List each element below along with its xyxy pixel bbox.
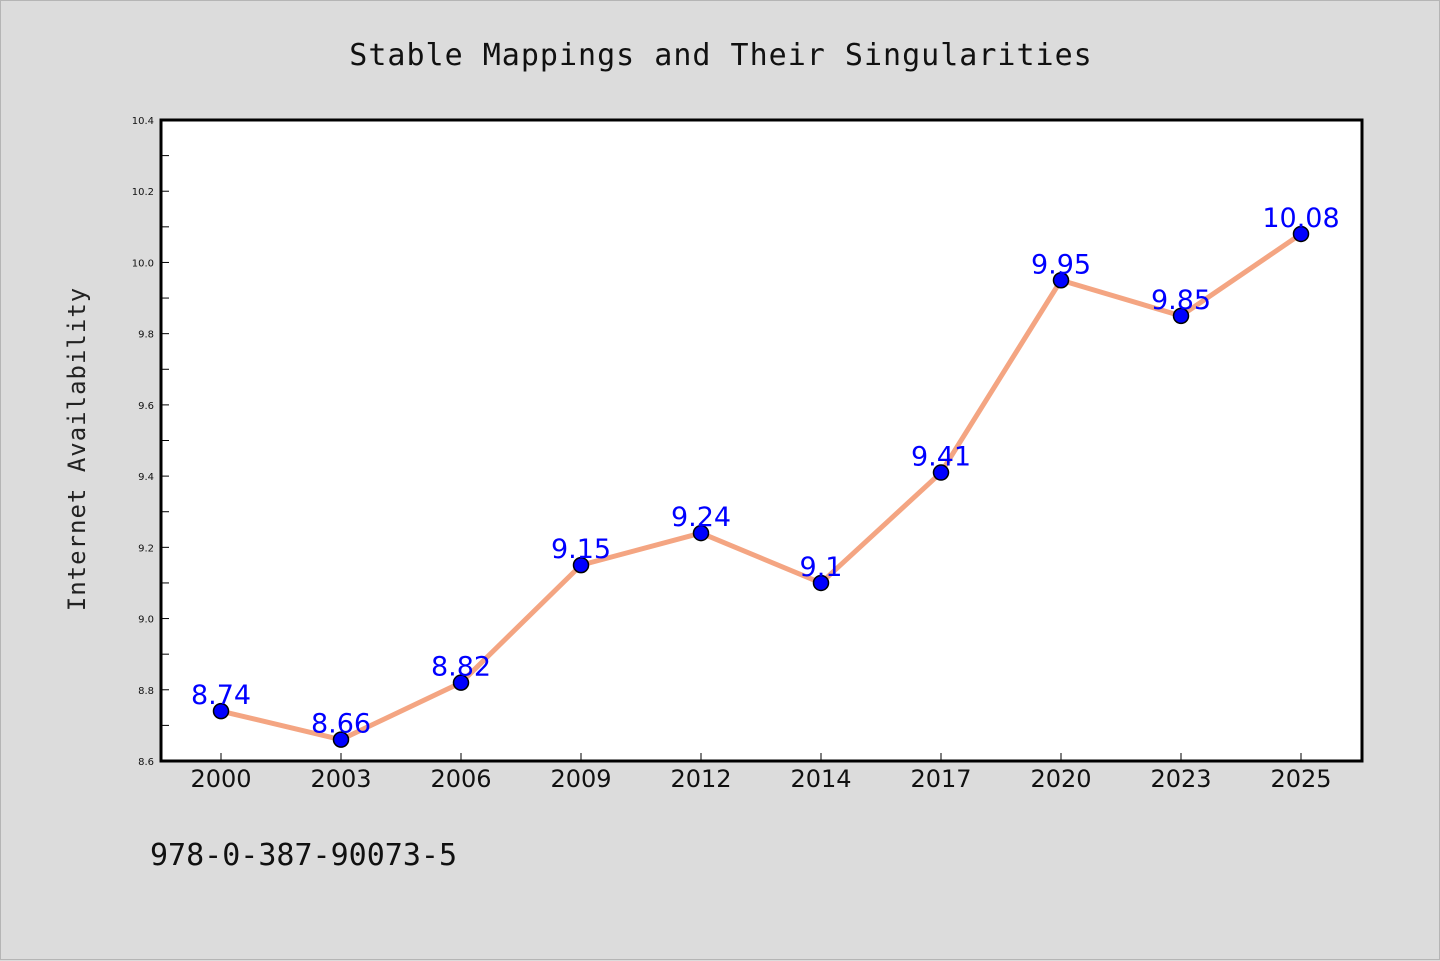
data-label: 9.41 — [911, 442, 971, 473]
x-tick-label: 2017 — [910, 765, 971, 793]
x-tick-label: 2020 — [1030, 765, 1091, 793]
y-tick-label: 9.6 — [138, 401, 154, 412]
x-tick-label: 2003 — [310, 765, 371, 793]
data-label: 9.1 — [800, 552, 843, 583]
y-tick-label: 9.2 — [138, 543, 154, 554]
data-label: 10.08 — [1262, 203, 1339, 234]
data-point — [1292, 225, 1310, 243]
y-tick-label: 8.8 — [138, 686, 154, 697]
y-tick-label: 9.0 — [138, 615, 154, 626]
series-line — [218, 231, 1304, 743]
y-tick-label: 9.8 — [138, 330, 154, 341]
data-label: 8.66 — [311, 709, 371, 740]
data-point — [1172, 307, 1190, 325]
data-point — [692, 524, 710, 542]
y-axis: 8.6 8.8 9.0 9.2 9.4 9.6 9.8 10.0 10.2 10.4 — [132, 116, 169, 768]
y-tick-label: 10.0 — [132, 258, 154, 269]
series-layer: 8.74 8.66 8.82 9.15 9.24 9.1 9.41 9.95 9.85 10.08 — [191, 203, 1340, 748]
x-tick-label: 2000 — [190, 765, 251, 793]
data-label: 9.24 — [671, 502, 731, 533]
data-label: 9.85 — [1151, 285, 1211, 316]
x-tick-label: 2023 — [1150, 765, 1211, 793]
plot-area — [159, 118, 1364, 763]
y-tick-label: 10.2 — [132, 187, 154, 198]
x-axis: 2000 2003 2006 2009 2012 2014 2017 2020 2023 2025 — [190, 753, 1332, 793]
data-point — [1052, 272, 1070, 289]
x-tick-label: 2009 — [550, 765, 611, 793]
x-tick-label: 2014 — [790, 765, 851, 793]
data-point — [332, 731, 350, 748]
y-tick-label: 8.6 — [138, 757, 154, 768]
data-point — [572, 556, 590, 574]
data-point — [212, 702, 230, 720]
data-label: 8.82 — [431, 652, 491, 683]
data-point — [452, 674, 470, 691]
isbn-annotation: 978-0-387-90073-5 — [150, 838, 457, 873]
data-label: 9.95 — [1031, 249, 1091, 280]
data-point — [812, 574, 830, 592]
data-point — [932, 464, 950, 481]
y-axis-label: Internet Availability — [63, 287, 91, 611]
x-tick-label: 2012 — [670, 765, 731, 793]
data-label: 9.15 — [551, 534, 611, 565]
x-tick-label: 2006 — [430, 765, 491, 793]
x-tick-label: 2025 — [1270, 765, 1331, 793]
data-label: 8.74 — [191, 680, 251, 711]
y-tick-label: 9.4 — [138, 472, 154, 483]
chart-title: Stable Mappings and Their Singularities — [349, 38, 1092, 73]
y-tick-label: 10.4 — [132, 116, 154, 127]
